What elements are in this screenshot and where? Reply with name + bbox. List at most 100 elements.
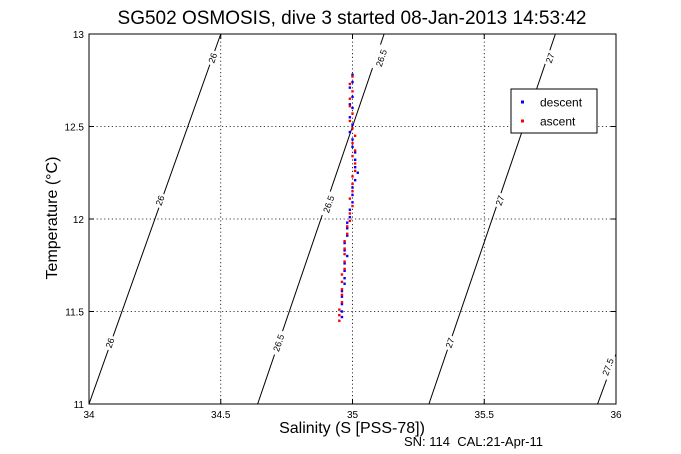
ascent-point bbox=[351, 190, 354, 193]
ascent-point bbox=[351, 141, 354, 145]
descent-point bbox=[351, 186, 354, 189]
descent-point bbox=[351, 201, 354, 204]
x-tick-label: 35 bbox=[347, 410, 359, 421]
x-tick-label: 34 bbox=[83, 410, 95, 421]
contour-label-group: 26 bbox=[152, 191, 168, 209]
descent-point bbox=[343, 262, 346, 265]
descent-point bbox=[340, 310, 344, 313]
descent-point bbox=[351, 145, 354, 149]
ascent-point bbox=[348, 82, 352, 86]
descent-point bbox=[343, 241, 346, 245]
ascent-point bbox=[353, 169, 357, 173]
descent-point bbox=[351, 80, 354, 84]
descent-point bbox=[340, 315, 344, 319]
ascent-point bbox=[338, 308, 341, 311]
ascent-point bbox=[343, 267, 346, 271]
descent-point bbox=[353, 166, 357, 169]
ascent-point bbox=[348, 212, 352, 215]
x-tick-label: 34.5 bbox=[211, 410, 231, 421]
contour-label-background bbox=[204, 49, 220, 67]
ascent-point bbox=[351, 75, 354, 78]
x-tick-label: 35.5 bbox=[475, 410, 495, 421]
ascent-point bbox=[353, 134, 357, 137]
descent-point bbox=[348, 130, 352, 134]
contour-label-group: 27 bbox=[492, 191, 508, 209]
legend-box bbox=[510, 88, 598, 134]
ascent-point bbox=[351, 154, 354, 158]
descent-point bbox=[348, 215, 352, 219]
contour-label-background bbox=[371, 44, 391, 72]
contour-label-group: 26 bbox=[204, 49, 220, 67]
y-tick-label: 13 bbox=[73, 30, 85, 41]
descent-point bbox=[351, 95, 354, 99]
legend-label-descent: descent bbox=[540, 96, 583, 110]
descent-point bbox=[353, 151, 357, 154]
descent-point bbox=[356, 171, 359, 174]
y-tick-label: 12 bbox=[73, 215, 85, 226]
descent-point bbox=[348, 116, 352, 119]
descent-point bbox=[346, 234, 349, 237]
legend-marker-ascent bbox=[521, 119, 524, 123]
contour-label-background bbox=[319, 190, 338, 218]
descent-point bbox=[346, 221, 349, 224]
descent-point bbox=[353, 158, 357, 161]
contour-label-background bbox=[152, 191, 168, 209]
descent-point bbox=[343, 282, 346, 285]
ascent-point bbox=[348, 119, 352, 123]
ascent-point bbox=[348, 197, 352, 200]
legend-label-ascent: ascent bbox=[540, 115, 576, 129]
ascent-point bbox=[340, 293, 344, 297]
ascent-point bbox=[343, 252, 346, 256]
ascent-point bbox=[353, 149, 357, 152]
descent-point bbox=[340, 295, 344, 298]
y-tick-label: 11.5 bbox=[65, 308, 84, 319]
descent-point bbox=[346, 254, 349, 258]
descent-point bbox=[348, 103, 352, 106]
contour-label: 27 bbox=[544, 52, 557, 65]
contour-label-background bbox=[102, 334, 118, 352]
contour-label-group: 26 bbox=[102, 334, 118, 352]
y-axis-label: Temperature (°C) bbox=[44, 157, 61, 280]
x-axis-label: Salinity (S [PSS-78]) bbox=[279, 420, 425, 437]
chart-title: SG502 OSMOSIS, dive 3 started 08-Jan-201… bbox=[118, 8, 587, 29]
descent-point bbox=[343, 269, 346, 272]
ascent-point bbox=[343, 260, 346, 263]
descent-point bbox=[351, 106, 354, 110]
ascent-point bbox=[351, 90, 354, 93]
ascent-point bbox=[351, 182, 354, 186]
ascent-point bbox=[340, 280, 344, 284]
descent-point bbox=[346, 227, 349, 230]
ascent-point bbox=[351, 112, 354, 115]
contour-label: 26 bbox=[104, 337, 117, 350]
descent-point bbox=[353, 178, 357, 182]
contour-label-background bbox=[269, 329, 288, 357]
ascent-point bbox=[351, 127, 354, 130]
contour-label: 27 bbox=[494, 194, 507, 207]
ascent-point bbox=[353, 162, 357, 165]
ascent-point bbox=[343, 240, 346, 243]
ascent-point bbox=[338, 319, 341, 322]
ascent-point bbox=[348, 97, 352, 100]
ascent-point bbox=[340, 301, 344, 304]
y-tick-label: 12.5 bbox=[65, 123, 85, 134]
ascent-point bbox=[348, 104, 352, 108]
contour-label-background bbox=[542, 49, 558, 67]
descent-point bbox=[343, 277, 346, 280]
descent-point bbox=[340, 289, 344, 293]
ascent-point bbox=[340, 288, 344, 291]
descent-point bbox=[343, 249, 346, 252]
descent-point bbox=[348, 86, 352, 89]
contour-label: 27 bbox=[444, 337, 457, 350]
contour-label-group: 27 bbox=[542, 49, 558, 67]
ascent-point bbox=[340, 273, 344, 276]
contour-label-background bbox=[598, 353, 618, 381]
ascent-point bbox=[348, 219, 352, 223]
calibration-footer: SN: 114 CAL:21-Apr-11 bbox=[404, 434, 543, 449]
descent-point bbox=[351, 193, 354, 197]
ascent-point bbox=[351, 175, 354, 178]
ascent-point bbox=[346, 232, 349, 235]
x-tick-label: 36 bbox=[610, 410, 622, 421]
descent-point bbox=[340, 302, 344, 306]
